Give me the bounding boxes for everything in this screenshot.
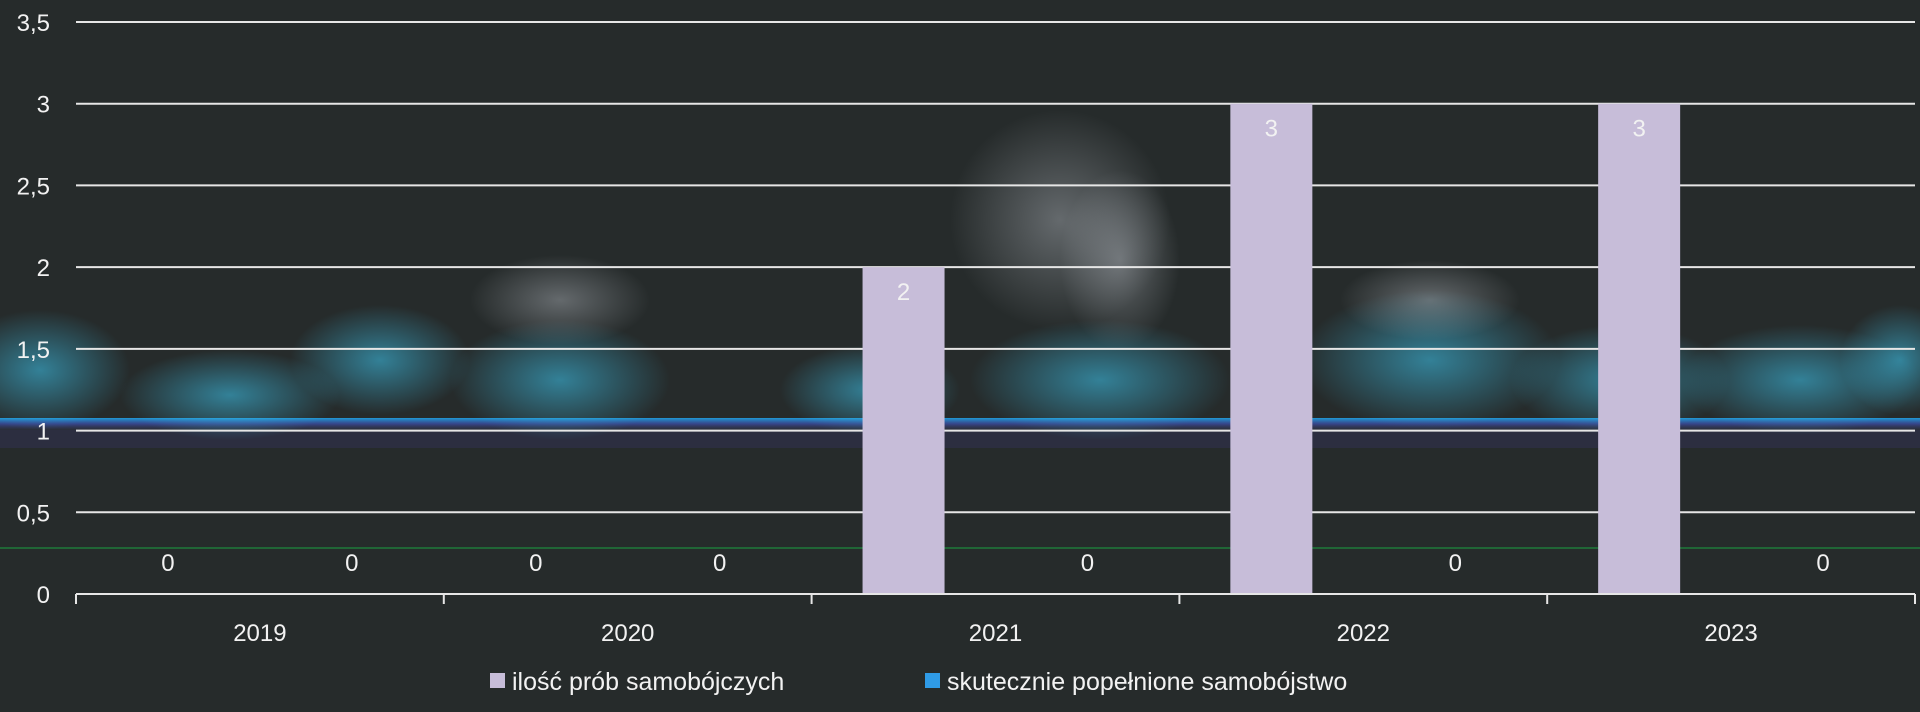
y-tick-label: 0 [37,582,50,609]
y-tick-label: 2,5 [17,173,50,200]
y-tick-label: 1,5 [17,337,50,364]
legend-label: ilość prób samobójczych [512,668,784,696]
x-tick-label: 2022 [1337,620,1390,647]
bars [862,103,1681,594]
y-tick-label: 0,5 [17,500,50,527]
y-tick-label: 3,5 [17,10,50,37]
bar [862,267,945,594]
x-axis: 2019 2020 2021 2022 2023 [75,593,1916,647]
legend-swatch [490,673,505,688]
data-label: 0 [1081,550,1094,577]
legend-swatch [925,673,940,688]
data-label: 2 [897,279,910,306]
data-label: 0 [345,550,358,577]
data-label: 3 [1632,116,1645,143]
bar [1598,103,1681,594]
data-label: 0 [1816,550,1829,577]
bar [1230,103,1313,594]
legend: ilość prób samobójczych skutecznie popełn… [490,668,1347,696]
x-tick-label: 2020 [601,620,654,647]
data-label: 0 [1449,550,1462,577]
data-labels: 0 0 2 3 3 0 0 0 0 0 [161,116,1829,577]
y-tick-label: 3 [37,92,50,119]
y-tick-label: 2 [37,255,50,282]
data-label: 3 [1265,116,1278,143]
x-tick-label: 2023 [1704,620,1757,647]
x-tick-label: 2019 [233,620,286,647]
y-tick-label: 1 [37,419,50,446]
y-axis-tick-labels: 0 0,5 1 1,5 2 2,5 3 3,5 [17,10,50,609]
x-tick-label: 2021 [969,620,1022,647]
data-label: 0 [529,550,542,577]
legend-label: skutecznie popełnione samobójstwo [947,668,1347,696]
data-label: 0 [161,550,174,577]
data-label: 0 [713,550,726,577]
